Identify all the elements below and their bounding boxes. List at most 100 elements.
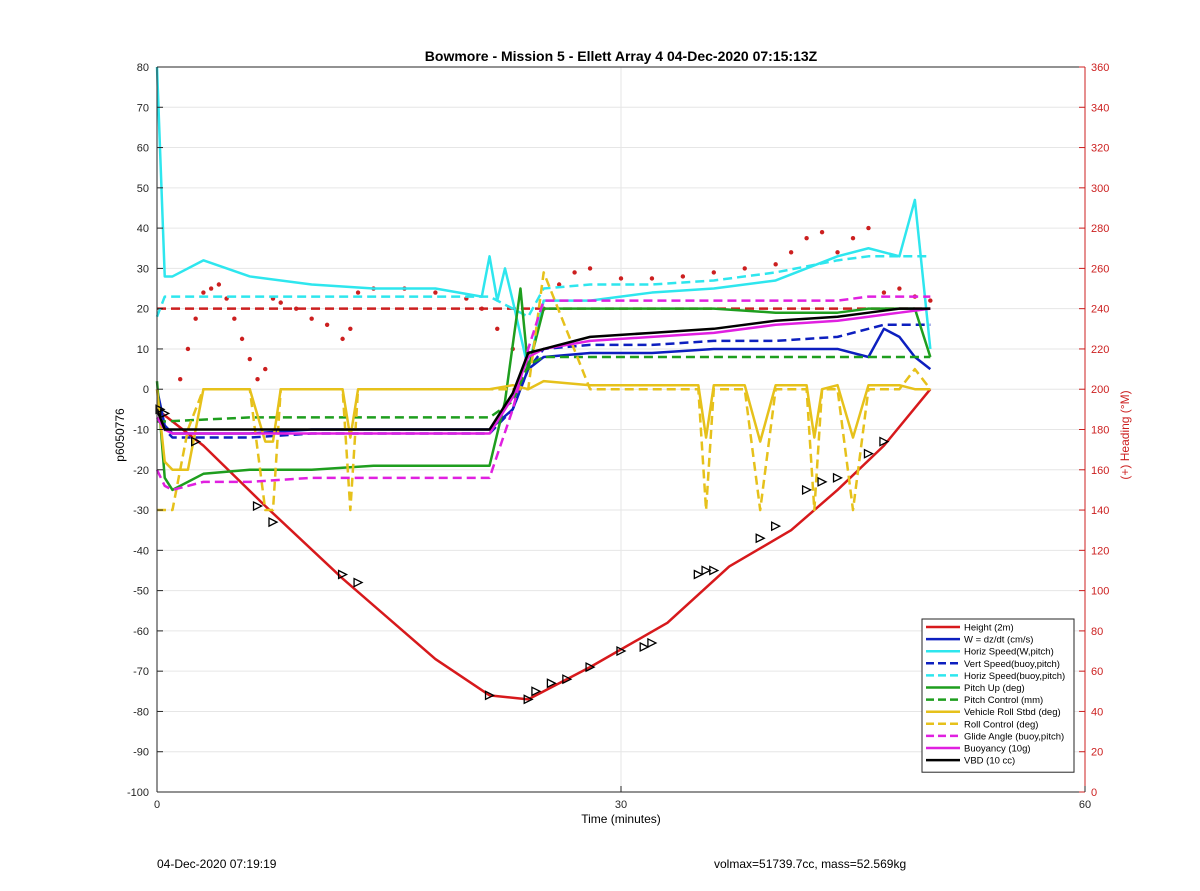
dive-marker [647, 637, 658, 649]
heading-point [340, 336, 345, 342]
heading-point [239, 336, 245, 342]
y-tick-label: 70 [137, 102, 149, 114]
heading-point [680, 274, 686, 279]
series-line [155, 255, 931, 318]
y-right-tick-label: 300 [1091, 183, 1109, 195]
dive-marker [832, 472, 843, 483]
y-right-tick-label: 200 [1091, 384, 1109, 396]
heading-point [247, 356, 252, 362]
dive-marker [562, 674, 573, 685]
y-right-tick-label: 160 [1091, 465, 1109, 477]
heading-point [255, 376, 260, 382]
series-line [157, 271, 932, 512]
dive-marker [484, 690, 495, 701]
heading-point [742, 266, 747, 271]
heading-point [495, 326, 500, 332]
heading-point [773, 262, 778, 267]
heading-point [479, 306, 484, 311]
heading-point [618, 276, 624, 281]
legend-label: Glide Angle (buoy,pitch) [964, 731, 1064, 742]
heading-point [185, 346, 191, 352]
y-tick-label: 80 [137, 62, 149, 74]
y-right-tick-label: 140 [1091, 505, 1109, 517]
footer-vehicle-info: volmax=51739.7cc, mass=52.569kg [714, 857, 907, 871]
heading-point [193, 316, 198, 321]
y-tick-label: -60 [133, 626, 149, 638]
legend-label: Horiz Speed(W,pitch) [964, 647, 1054, 658]
heading-point [897, 286, 902, 291]
y-right-tick-label: 120 [1091, 545, 1109, 557]
y-tick-label: -80 [133, 706, 149, 718]
dive-marker [616, 645, 627, 657]
y-tick-label: 40 [137, 223, 149, 235]
y-right-tick-label: 0 [1091, 787, 1097, 799]
heading-point [788, 250, 794, 255]
heading-point [649, 276, 655, 281]
dive-marker [268, 517, 279, 528]
y-right-tick-label: 40 [1091, 706, 1103, 718]
y-axis-label: p6050776 [113, 408, 127, 462]
y-tick-label: -20 [133, 465, 149, 477]
y-tick-label: 30 [137, 263, 149, 275]
heading-point [178, 376, 183, 382]
y-tick-label: 10 [137, 344, 149, 356]
heading-point [819, 229, 825, 235]
dive-marker [531, 686, 542, 697]
axes: 80706050403020100-10-20-30-40-50-60-70-8… [127, 62, 1109, 811]
dive-marker [523, 694, 534, 705]
y-tick-label: -100 [127, 787, 149, 799]
series-line [156, 388, 932, 701]
heading-point [208, 286, 214, 291]
y-tick-label: 0 [143, 384, 149, 396]
y-axis-right-label: (+) Heading (°M) [1118, 390, 1132, 480]
y-right-tick-label: 80 [1091, 626, 1103, 638]
legend-label: Pitch Control (mm) [964, 695, 1043, 706]
legend: Height (2m)W = dz/dt (cm/s)Horiz Speed(W… [921, 618, 1075, 773]
y-tick-label: -10 [133, 425, 149, 437]
y-right-tick-label: 260 [1091, 263, 1109, 275]
dive-marker [546, 678, 557, 689]
x-tick-label: 30 [615, 799, 627, 811]
legend-label: Buoyancy (10g) [964, 744, 1031, 755]
series-line [155, 379, 931, 472]
dive-marker [252, 500, 263, 512]
y-right-tick-label: 180 [1091, 425, 1109, 437]
dive-marker [337, 569, 349, 580]
y-tick-label: -70 [133, 666, 149, 678]
legend-label: Vehicle Roll Stbd (deg) [964, 707, 1061, 718]
x-axis-label: Time (minutes) [581, 812, 661, 826]
dive-marker [709, 565, 720, 576]
y-right-tick-label: 20 [1091, 747, 1103, 759]
heading-point [881, 290, 887, 295]
legend-label: Height (2m) [964, 623, 1014, 634]
heading-point [216, 282, 222, 287]
dive-marker [817, 476, 828, 487]
dive-marker [693, 569, 704, 580]
series-line [157, 355, 931, 423]
legend-label: Roll Control (deg) [964, 719, 1038, 730]
heading-point [850, 235, 856, 241]
y-right-tick-label: 60 [1091, 666, 1103, 678]
y-right-tick-label: 340 [1091, 102, 1109, 114]
dive-marker [585, 662, 596, 673]
legend-label: Horiz Speed(buoy,pitch) [964, 671, 1065, 682]
heading-point [587, 266, 593, 271]
heading-point [309, 316, 314, 321]
y-tick-label: -50 [133, 586, 149, 598]
series-line [155, 66, 932, 371]
series-line [155, 307, 931, 435]
y-tick-label: 60 [137, 143, 149, 155]
legend-label: W = dz/dt (cm/s) [964, 635, 1033, 646]
dive-marker [863, 448, 874, 459]
y-right-tick-label: 280 [1091, 223, 1109, 235]
heading-point [294, 306, 299, 311]
dive-marker [191, 436, 202, 447]
dive-marker [353, 577, 364, 588]
y-tick-label: 50 [137, 183, 149, 195]
legend-box [921, 618, 1075, 773]
dive-marker [801, 484, 813, 495]
y-right-tick-label: 240 [1091, 304, 1109, 316]
heading-point [201, 290, 206, 295]
heading-point [572, 270, 577, 275]
